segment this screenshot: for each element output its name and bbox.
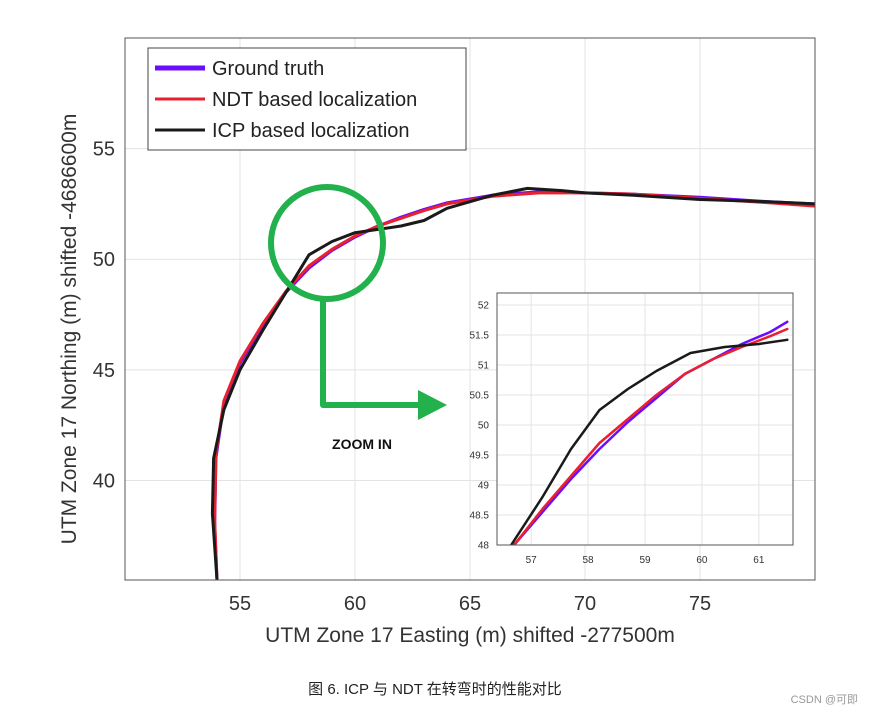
y-tick-label: 52 (478, 301, 490, 312)
y-tick-label: 48 (478, 541, 490, 552)
y-tick-label: 51 (478, 361, 490, 372)
series-line-icp-based-localization (509, 338, 789, 545)
x-axis-label: UTM Zone 17 Easting (m) shifted -277500m (265, 624, 675, 647)
y-tick-label: 49 (478, 481, 490, 492)
y-tick-label: 50 (478, 421, 490, 432)
y-tick-label: 50 (93, 249, 115, 271)
zoom-circle (268, 184, 386, 302)
zoom-arrow-head (418, 390, 447, 420)
y-tick-label: 48.5 (470, 511, 490, 522)
zoom-arrow-shaft (320, 300, 420, 408)
y-axis-label: UTM Zone 17 Northing (m) shifted -468660… (58, 114, 81, 545)
y-tick-label: 40 (93, 470, 115, 492)
legend-label: NDT based localization (212, 89, 417, 111)
legend-label: Ground truth (212, 58, 324, 80)
y-tick-label: 45 (93, 360, 115, 382)
y-tick-label: 49.5 (470, 451, 490, 462)
watermark: CSDN @可即 (790, 694, 858, 706)
x-tick-label: 58 (583, 555, 595, 566)
zoom-annotation: ZOOM IN (268, 184, 447, 452)
y-tick-label: 51.5 (470, 331, 490, 342)
legend-box (147, 47, 467, 151)
legend-label: ICP based localization (212, 120, 410, 142)
x-tick-label: 65 (459, 593, 481, 615)
y-tick-label: 55 (93, 139, 115, 161)
x-tick-label: 70 (574, 593, 596, 615)
zoom-label: ZOOM IN (332, 436, 392, 452)
legend: Ground truth NDT based localization ICP ba… (147, 47, 467, 151)
y-tick-label: 50.5 (470, 391, 490, 402)
x-tick-label: 60 (344, 593, 366, 615)
x-tick-label: 59 (639, 555, 651, 566)
x-tick-label: 55 (229, 593, 251, 615)
series-line-ground-truth (512, 320, 789, 545)
x-tick-label: 75 (689, 593, 711, 615)
x-tick-label: 60 (696, 555, 708, 566)
series-line-icp-based-localization (210, 186, 815, 580)
figure-caption: 图 6. ICP 与 NDT 在转弯时的性能对比 (308, 681, 562, 698)
inset-plot: 57 58 59 60 61 48 48.5 49 49.5 50 50.5 51 51.5 52 (470, 292, 794, 566)
x-tick-label: 61 (753, 555, 765, 566)
inset-plot-series (509, 320, 789, 545)
series-line-ndt-based-localization (512, 327, 789, 545)
inset-plot-frame (496, 292, 794, 546)
x-tick-label: 57 (526, 555, 538, 566)
main-plot-frame (124, 37, 816, 581)
